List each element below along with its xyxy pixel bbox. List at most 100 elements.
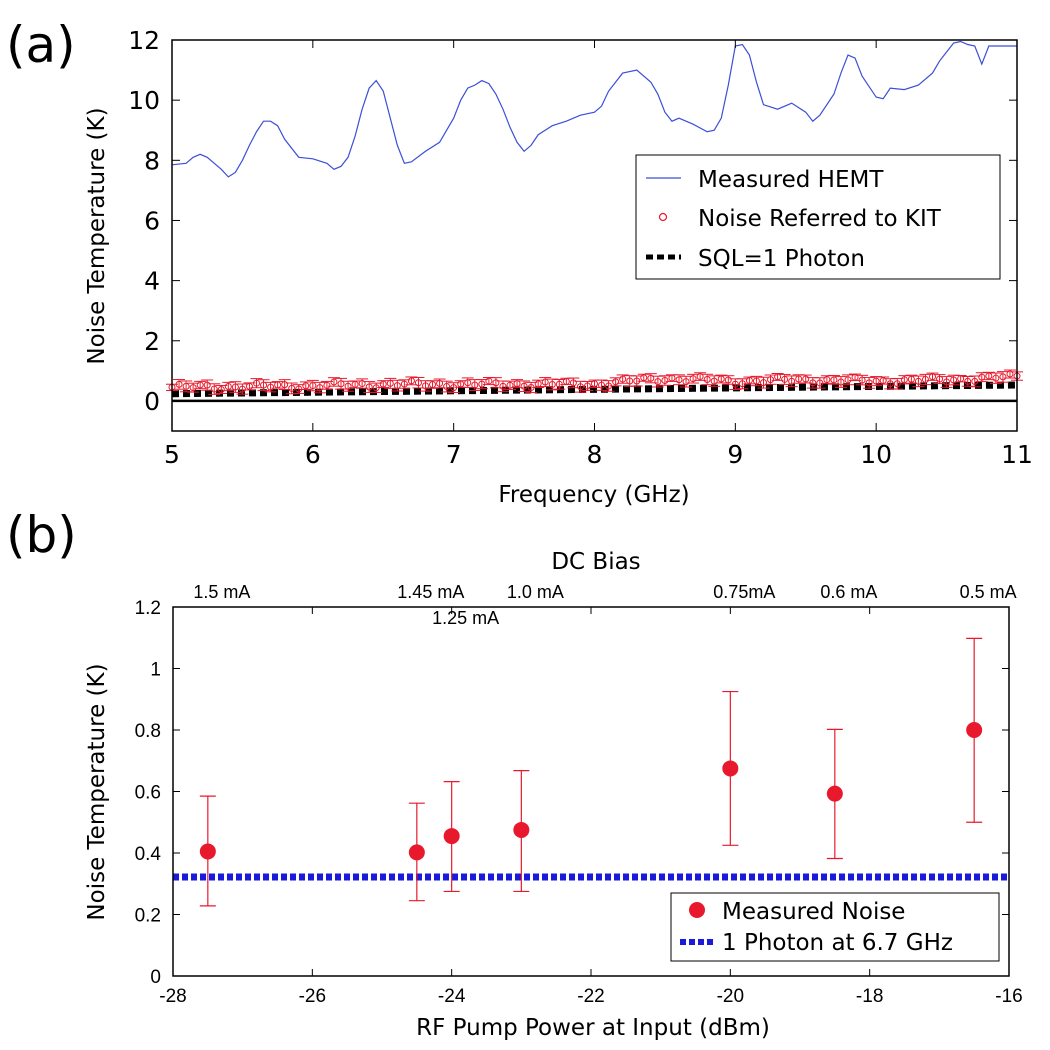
- noise-point: [654, 378, 662, 386]
- x-tick-label: -24: [438, 986, 466, 1007]
- measured-noise-point: [722, 760, 739, 777]
- y-tick-label: 4: [144, 267, 160, 296]
- noise-point: [752, 377, 760, 385]
- panel-a-y-label: Noise Temperature (K): [84, 107, 110, 364]
- noise-point: [414, 379, 422, 387]
- noise-point: [788, 377, 796, 385]
- noise-point: [964, 377, 972, 385]
- noise-point: [344, 382, 352, 390]
- panel-b-legend: Measured Noise 1 Photon at 6.7 GHz: [670, 892, 1000, 962]
- y-tick-label: 1: [150, 660, 161, 681]
- measured-noise-point: [443, 828, 460, 845]
- panel-a-label: (a): [6, 16, 76, 74]
- noise-point: [288, 384, 296, 392]
- panel-b-plot-area: [173, 637, 1009, 907]
- noise-point: [999, 373, 1007, 381]
- x-tick-label: 10: [860, 440, 892, 469]
- noise-point: [330, 378, 338, 386]
- noise-point: [471, 381, 479, 389]
- noise-point: [640, 374, 648, 382]
- noise-point: [210, 385, 218, 393]
- noise-point: [943, 378, 951, 386]
- noise-point: [689, 375, 697, 383]
- measured-noise-point: [408, 844, 425, 861]
- noise-point: [745, 376, 753, 384]
- y-tick-label: 8: [144, 146, 160, 175]
- noise-point: [879, 377, 887, 385]
- y-tick-label: 0: [144, 387, 160, 416]
- noise-point: [457, 380, 465, 388]
- panel-b-top-axis-title: DC Bias: [551, 549, 640, 575]
- panel-b-label: (b): [6, 506, 77, 564]
- measured-noise-point: [199, 843, 216, 860]
- noise-point: [823, 376, 831, 384]
- bias-label: 0.75mA: [713, 582, 775, 602]
- panel-a-legend: Measured HEMT Noise Referred to KIT SQL=…: [635, 154, 1001, 280]
- noise-point: [309, 382, 317, 390]
- noise-point: [323, 381, 331, 389]
- noise-point: [851, 373, 859, 381]
- noise-point: [203, 381, 211, 389]
- noise-point: [422, 382, 429, 390]
- y-tick-label: 0.4: [135, 844, 162, 865]
- noise-point: [506, 381, 514, 389]
- noise-point: [224, 382, 232, 390]
- noise-point: [710, 377, 718, 385]
- noise-point: [189, 384, 197, 392]
- x-tick-label: 7: [446, 440, 462, 469]
- noise-point: [576, 383, 584, 391]
- noise-point: [865, 379, 873, 387]
- panel-a-plot-area: [166, 40, 1023, 403]
- panel-b-legend-box: [670, 892, 1000, 962]
- noise-point: [245, 382, 253, 390]
- noise-point: [619, 375, 627, 383]
- noise-point: [499, 382, 507, 390]
- x-tick-label: 5: [164, 440, 180, 469]
- noise-point: [612, 378, 620, 386]
- noise-point: [661, 377, 669, 385]
- panel-b-bias-labels: 1.5 mA 1.45 mA 1.25 mA 1.0 mA 0.75mA 0.6 mA 0.…: [193, 582, 1016, 628]
- noise-point: [774, 373, 782, 381]
- panel-b: (b) DC Bias 1.5 mA 1.45 mA 1.25 mA 1.0 mA 0.…: [6, 506, 1023, 1041]
- y-tick-label: 2: [144, 327, 160, 356]
- noise-point: [767, 376, 775, 384]
- noise-point: [591, 380, 598, 388]
- noise-referred-series: [166, 369, 1023, 395]
- legend-label-measured-hemt: Measured HEMT: [698, 167, 884, 193]
- noise-point: [703, 375, 711, 383]
- noise-point: [647, 374, 655, 382]
- legend-swatch-measured-noise: [689, 902, 705, 918]
- x-tick-label: -16: [995, 986, 1022, 1007]
- noise-point: [436, 379, 444, 387]
- noise-point: [682, 378, 690, 386]
- x-tick-label: 11: [1001, 440, 1033, 469]
- bias-label: 1.45 mA: [397, 582, 464, 602]
- noise-point: [795, 375, 803, 383]
- noise-point: [485, 377, 493, 385]
- noise-point: [809, 379, 817, 387]
- noise-point: [548, 380, 556, 388]
- legend-label-one-photon: 1 Photon at 6.7 GHz: [722, 930, 953, 956]
- noise-point: [569, 379, 577, 387]
- noise-point: [992, 374, 1000, 382]
- bias-label: 0.5 mA: [960, 582, 1017, 602]
- x-tick-label: 6: [305, 440, 321, 469]
- noise-point: [238, 385, 246, 393]
- noise-point: [886, 380, 894, 388]
- noise-point: [978, 373, 986, 381]
- noise-point: [936, 375, 944, 383]
- panel-b-y-ticks: 0 0.2 0.4 0.6 0.8 1 1.2: [135, 598, 1009, 988]
- x-tick-label: 8: [587, 440, 603, 469]
- noise-point: [1006, 370, 1014, 378]
- measured-noise-point: [966, 722, 983, 738]
- noise-point: [400, 380, 408, 388]
- noise-point: [386, 379, 394, 387]
- panel-a-x-ticks: 5 6 7 8 9 10 11: [164, 40, 1033, 469]
- noise-point: [921, 375, 929, 383]
- x-tick-label: 9: [727, 440, 743, 469]
- noise-point: [358, 380, 366, 388]
- noise-point: [731, 380, 739, 388]
- y-tick-label: 10: [128, 86, 160, 115]
- noise-point: [175, 380, 183, 388]
- noise-point: [520, 382, 528, 390]
